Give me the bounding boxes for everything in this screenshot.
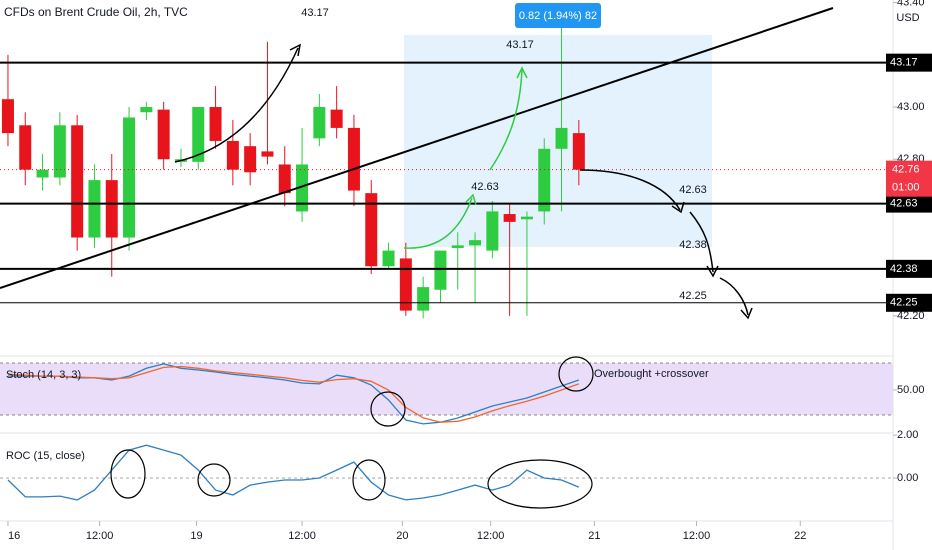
price-tag: 42.38 bbox=[890, 263, 918, 275]
panel-title: Stoch (14, 3, 3) bbox=[6, 369, 81, 381]
candle-body bbox=[53, 125, 66, 178]
marks bbox=[0, 10, 893, 501]
candle-body bbox=[451, 245, 464, 248]
price-tag-bg bbox=[886, 160, 932, 197]
price-tag-bg bbox=[886, 53, 932, 72]
candle-body bbox=[157, 109, 170, 160]
indicator-line bbox=[7, 365, 580, 423]
candle-body bbox=[382, 250, 395, 267]
candle-body bbox=[226, 140, 239, 170]
measure-label: 0.82 (1.94%) 82 bbox=[519, 10, 597, 22]
candle-body bbox=[347, 127, 360, 191]
candle-body bbox=[140, 107, 153, 113]
candle-body bbox=[71, 125, 84, 238]
trend-line bbox=[0, 7, 834, 289]
candle-body bbox=[365, 193, 378, 267]
candle-body bbox=[296, 164, 309, 212]
x-tick-label: 12:00 bbox=[288, 530, 316, 542]
candle-body bbox=[520, 216, 533, 220]
annotation: 43.17 bbox=[301, 7, 329, 19]
indicator-line bbox=[7, 444, 580, 501]
annotation: 42.63 bbox=[471, 181, 499, 193]
y-tick-label: 43.00 bbox=[897, 101, 925, 113]
candle-body bbox=[123, 117, 136, 238]
y-tick-label: 0.00 bbox=[897, 472, 918, 484]
x-tick-label: 12:00 bbox=[86, 530, 114, 542]
price-tag-bg bbox=[886, 259, 932, 278]
price-tag: 43.17 bbox=[890, 57, 918, 69]
currency: USD bbox=[896, 12, 919, 24]
x-tick-label: 19 bbox=[190, 530, 202, 542]
candle-body bbox=[244, 146, 257, 173]
price-tag: 42.25 bbox=[890, 297, 918, 309]
price-tag-bg bbox=[886, 194, 932, 213]
candle-body bbox=[417, 287, 430, 311]
y-tick-label: 42.20 bbox=[897, 310, 925, 322]
annotation: Overbought +crossover bbox=[594, 368, 709, 380]
annotation: 42.25 bbox=[679, 290, 707, 302]
x-tick-label: 12:00 bbox=[683, 530, 711, 542]
candle-body bbox=[88, 180, 101, 238]
panel-title: ROC (15, close) bbox=[6, 450, 85, 462]
candle-body bbox=[399, 258, 412, 311]
price-tag: 42.63 bbox=[890, 198, 918, 210]
candle-body bbox=[538, 148, 551, 212]
x-tick-label: 22 bbox=[794, 530, 806, 542]
candle-body bbox=[555, 127, 568, 149]
candle-body bbox=[572, 133, 585, 170]
candle-body bbox=[209, 107, 222, 141]
candle-body bbox=[36, 169, 49, 178]
chart-title: CFDs on Brent Crude Oil, 2h, TVC bbox=[4, 5, 188, 19]
annotation: 42.38 bbox=[679, 239, 707, 251]
x-tick-label: 20 bbox=[396, 530, 408, 542]
candle-body bbox=[503, 214, 516, 222]
candle-body bbox=[330, 109, 343, 128]
candle-body bbox=[19, 125, 32, 170]
countdown: 01:00 bbox=[892, 182, 920, 194]
y-tick-label: 50.00 bbox=[897, 384, 925, 396]
candle-body bbox=[261, 151, 274, 157]
arrows bbox=[174, 43, 753, 320]
candle-body bbox=[469, 240, 482, 246]
candle-body bbox=[278, 164, 291, 194]
annotation: 42.63 bbox=[679, 184, 707, 196]
x-tick-label: 21 bbox=[588, 530, 600, 542]
measure-label-bg bbox=[515, 3, 601, 28]
candle-body bbox=[1, 99, 14, 134]
x-tick-label: 12:00 bbox=[477, 530, 505, 542]
candle-body bbox=[105, 180, 118, 238]
y-tick-label: 2.00 bbox=[897, 429, 918, 441]
candle-body bbox=[313, 107, 326, 139]
annotation: 43.17 bbox=[506, 39, 534, 51]
candle-body bbox=[192, 107, 205, 162]
price-tag: 42.76 bbox=[892, 164, 920, 176]
y-tick-label: 43.40 bbox=[897, 0, 925, 9]
x-tick-label: 16 bbox=[8, 530, 20, 542]
candle-body bbox=[486, 211, 499, 251]
price-tag-bg bbox=[886, 293, 932, 312]
highlight-circles bbox=[110, 356, 594, 509]
stoch-band bbox=[0, 363, 893, 415]
candle-body bbox=[434, 250, 447, 290]
